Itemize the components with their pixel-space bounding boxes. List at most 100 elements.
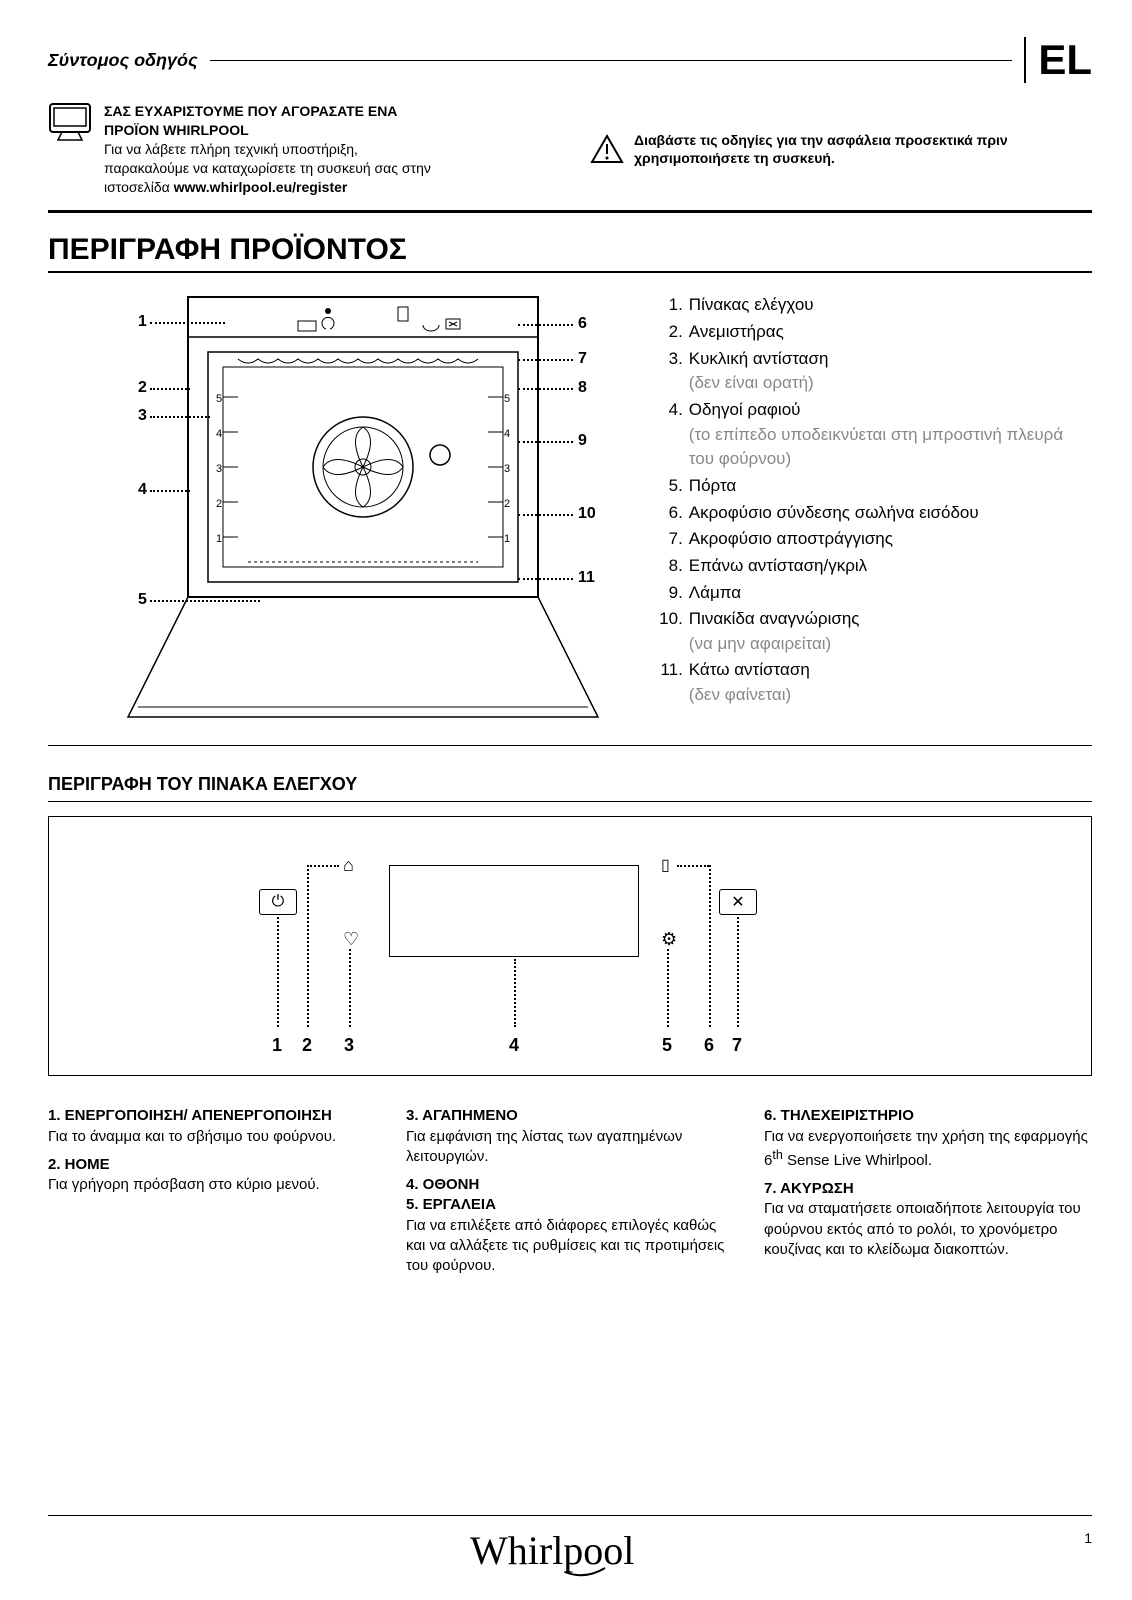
panel-leader-6h — [677, 865, 709, 867]
panel-leader-1 — [277, 917, 279, 1027]
parts-item: 9.Λάμπα — [657, 581, 1092, 606]
desc-p-5: Για να επιλέξετε από διάφορες επιλογές κ… — [406, 1216, 734, 1277]
screen — [389, 865, 639, 957]
parts-num: 7. — [657, 527, 683, 552]
desc-h-2: 2. HOME — [48, 1155, 376, 1175]
page-number: 1 — [1084, 1530, 1092, 1546]
parts-body: Πίνακας ελέγχου — [689, 293, 814, 318]
oven-svg: 5 4 3 2 1 5 4 3 2 1 — [48, 287, 648, 727]
panel-num-5: 5 — [662, 1035, 672, 1056]
parts-num: 6. — [657, 501, 683, 526]
parts-body: Ακροφύσιο αποστράγγισης — [689, 527, 893, 552]
parts-item: 7.Ακροφύσιο αποστράγγισης — [657, 527, 1092, 552]
guide-title: Σύντομος οδηγός — [48, 50, 198, 71]
panel-leader-5 — [667, 949, 669, 1027]
parts-num: 8. — [657, 554, 683, 579]
heart-icon: ♡ — [343, 929, 359, 950]
parts-num: 1. — [657, 293, 683, 318]
parts-num: 3. — [657, 347, 683, 396]
intro-left: ΣΑΣ ΕΥΧΑΡΙΣΤΟΥΜΕ ΠΟΥ ΑΓΟΡΑΣΑΤΕ ΕΝΑ ΠΡΟΪΟ… — [48, 102, 550, 196]
panel-leader-2h — [307, 865, 339, 867]
product-title: ΠΕΡΙΓΡΑΦΗ ΠΡΟΪΟΝΤΟΣ — [48, 233, 1092, 273]
support-line2: παρακαλούμε να καταχωρίσετε τη συσκευή σ… — [104, 159, 431, 178]
intro-right: Διαβάστε τις οδηγίες για την ασφάλεια πρ… — [590, 102, 1092, 196]
intro-row: ΣΑΣ ΕΥΧΑΡΙΣΤΟΥΜΕ ΠΟΥ ΑΓΟΡΑΣΑΤΕ ΕΝΑ ΠΡΟΪΟ… — [48, 102, 1092, 213]
safety-text: Διαβάστε τις οδηγίες για την ασφάλεια πρ… — [634, 131, 1092, 167]
parts-body: Πινακίδα αναγνώρισης(να μην αφαιρείται) — [689, 607, 860, 656]
svg-text:1: 1 — [504, 533, 510, 545]
warning-icon — [590, 134, 624, 164]
intro-text: ΣΑΣ ΕΥΧΑΡΙΣΤΟΥΜΕ ΠΟΥ ΑΓΟΡΑΣΑΤΕ ΕΝΑ ΠΡΟΪΟ… — [104, 102, 431, 196]
parts-item: 5.Πόρτα — [657, 474, 1092, 499]
computer-icon — [48, 102, 92, 142]
header-row: Σύντομος οδηγός EL — [48, 36, 1092, 84]
product-row: 1 2 3 4 5 6 7 8 9 10 11 — [48, 287, 1092, 746]
thanks-line2: ΠΡΟΪΟΝ WHIRLPOOL — [104, 121, 431, 140]
desc-h-4: 4. ΟΘΟΝΗ — [406, 1175, 734, 1195]
parts-body: Επάνω αντίσταση/γκριλ — [689, 554, 867, 579]
panel-num-1: 1 — [272, 1035, 282, 1056]
svg-text:4: 4 — [504, 428, 510, 440]
parts-item: 10.Πινακίδα αναγνώρισης(να μην αφαιρείτα… — [657, 607, 1092, 656]
panel-num-3: 3 — [344, 1035, 354, 1056]
phone-icon: ▯ — [661, 855, 670, 875]
svg-text:3: 3 — [216, 463, 222, 475]
panel-leader-4 — [514, 959, 516, 1027]
parts-num: 9. — [657, 581, 683, 606]
parts-note: (δεν φαίνεται) — [689, 685, 791, 704]
parts-note: (δεν είναι ορατή) — [689, 373, 814, 392]
cancel-button: ✕ — [719, 889, 757, 915]
parts-item: 11.Κάτω αντίσταση(δεν φαίνεται) — [657, 658, 1092, 707]
support-line3: ιστοσελίδα www.whirlpool.eu/register — [104, 178, 431, 197]
panel-num-4: 4 — [509, 1035, 519, 1056]
svg-text:3: 3 — [504, 463, 510, 475]
parts-note: (να μην αφαιρείται) — [689, 634, 831, 653]
parts-num: 5. — [657, 474, 683, 499]
parts-list: 1.Πίνακας ελέγχου2.Ανεμιστήρας3.Κυκλική … — [657, 287, 1092, 727]
svg-text:5: 5 — [216, 393, 222, 405]
desc-h-1: 1. ΕΝΕΡΓΟΠΟΙΗΣΗ/ ΑΠΕΝΕΡΓΟΠΟΙΗΣΗ — [48, 1106, 376, 1126]
svg-text:1: 1 — [216, 533, 222, 545]
parts-body: Ακροφύσιο σύνδεσης σωλήνα εισόδου — [689, 501, 979, 526]
parts-item: 2.Ανεμιστήρας — [657, 320, 1092, 345]
desc-p-2: Για γρήγορη πρόσβαση στο κύριο μενού. — [48, 1175, 376, 1195]
parts-item: 6.Ακροφύσιο σύνδεσης σωλήνα εισόδου — [657, 501, 1092, 526]
parts-item: 1.Πίνακας ελέγχου — [657, 293, 1092, 318]
parts-item: 4.Οδηγοί ραφιού(το επίπεδο υποδεικνύεται… — [657, 398, 1092, 472]
panel-num-2: 2 — [302, 1035, 312, 1056]
panel-descriptions: 1. ΕΝΕΡΓΟΠΟΙΗΣΗ/ ΑΠΕΝΕΡΓΟΠΟΙΗΣΗ Για το ά… — [48, 1106, 1092, 1284]
panel-leader-3 — [349, 949, 351, 1027]
desc-p-1: Για το άναμμα και το σβήσιμο του φούρνου… — [48, 1127, 376, 1147]
panel-num-7: 7 — [732, 1035, 742, 1056]
parts-num: 11. — [657, 658, 683, 707]
header-rule — [210, 60, 1013, 61]
svg-text:Whirlpool: Whirlpool — [470, 1528, 634, 1573]
svg-text:5: 5 — [504, 393, 510, 405]
desc-p-3: Για εμφάνιση της λίστας των αγαπημένων λ… — [406, 1127, 734, 1168]
desc-h-5: 5. ΕΡΓΑΛΕΙΑ — [406, 1195, 734, 1215]
support-line1: Για να λάβετε πλήρη τεχνική υποστήριξη, — [104, 140, 431, 159]
svg-text:2: 2 — [216, 498, 222, 510]
parts-body: Ανεμιστήρας — [689, 320, 784, 345]
parts-item: 3.Κυκλική αντίσταση(δεν είναι ορατή) — [657, 347, 1092, 396]
parts-body: Κυκλική αντίσταση(δεν είναι ορατή) — [689, 347, 829, 396]
desc-p-7: Για να σταματήσετε οποιαδήποτε λειτουργί… — [764, 1199, 1092, 1260]
desc-h-7: 7. ΑΚΥΡΩΣΗ — [764, 1179, 1092, 1199]
svg-text:2: 2 — [504, 498, 510, 510]
desc-h-6: 6. ΤΗΛΕΧΕΙΡΙΣΤΗΡΙΟ — [764, 1106, 1092, 1126]
parts-body: Κάτω αντίσταση(δεν φαίνεται) — [689, 658, 810, 707]
header-vbar — [1024, 37, 1026, 83]
desc-col-3: 6. ΤΗΛΕΧΕΙΡΙΣΤΗΡΙΟ Για να ενεργοποιήσετε… — [764, 1106, 1092, 1284]
desc-col-1: 1. ΕΝΕΡΓΟΠΟΙΗΣΗ/ ΑΠΕΝΕΡΓΟΠΟΙΗΣΗ Για το ά… — [48, 1106, 376, 1284]
panel-leader-7 — [737, 917, 739, 1027]
parts-note: (το επίπεδο υποδεικνύεται στη μπροστινή … — [689, 425, 1063, 469]
parts-body: Λάμπα — [689, 581, 741, 606]
footer: Whirlpool 1 — [48, 1515, 1092, 1578]
parts-num: 10. — [657, 607, 683, 656]
oven-diagram: 1 2 3 4 5 6 7 8 9 10 11 — [48, 287, 637, 727]
panel-leader-6 — [709, 865, 711, 1027]
parts-num: 2. — [657, 320, 683, 345]
thanks-line1: ΣΑΣ ΕΥΧΑΡΙΣΤΟΥΜΕ ΠΟΥ ΑΓΟΡΑΣΑΤΕ ΕΝΑ — [104, 102, 431, 121]
desc-col-2: 3. ΑΓΑΠΗΜΕΝΟ Για εμφάνιση της λίστας των… — [406, 1106, 734, 1284]
brand-logo: Whirlpool — [470, 1528, 670, 1578]
